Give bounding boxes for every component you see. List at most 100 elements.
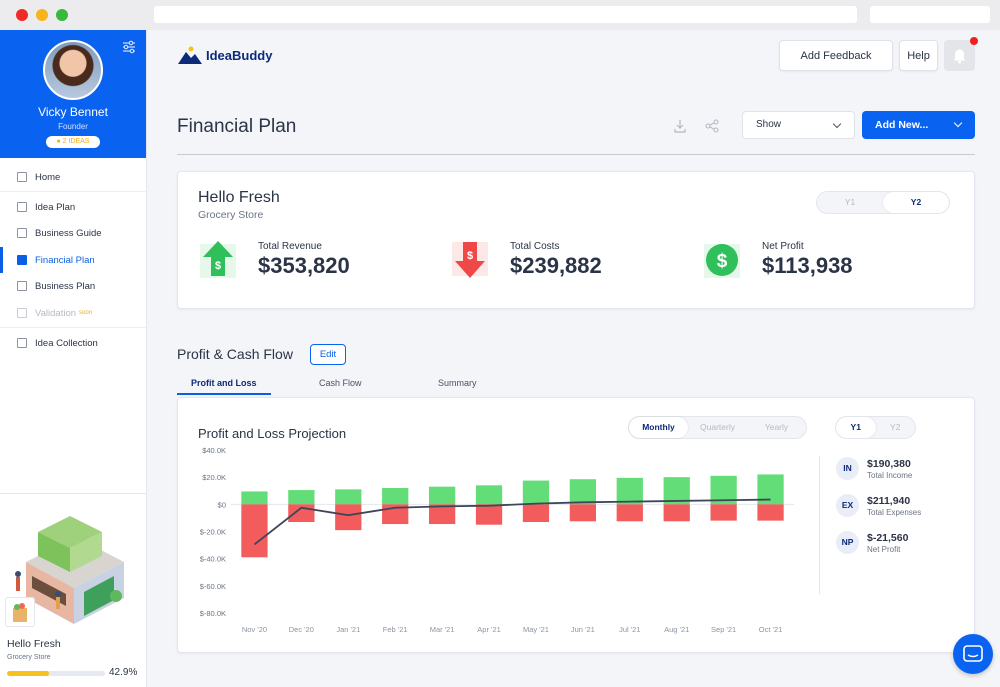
title-divider [177, 154, 975, 155]
current-idea-name: Hello Fresh [7, 638, 61, 650]
total-costs-metric: $ Total Costs $239,882 [452, 240, 602, 280]
idea-progress-label: 42.9% [109, 667, 138, 678]
add-feedback-button[interactable]: Add Feedback [779, 40, 893, 71]
sidebar-divider [0, 327, 146, 328]
income-bar [288, 490, 315, 505]
share-icon[interactable] [705, 119, 719, 133]
edit-button[interactable]: Edit [310, 344, 346, 365]
sliders-icon[interactable] [122, 40, 136, 54]
show-dropdown[interactable]: Show [742, 111, 855, 139]
sidebar-item-label: Idea Collection [35, 337, 98, 349]
x-tick-label: Apr '21 [477, 625, 501, 634]
x-tick-label: Oct '21 [759, 625, 783, 634]
expense-bar [569, 504, 597, 522]
section-title: Profit & Cash Flow [177, 346, 293, 362]
add-new-button[interactable]: Add New... [862, 111, 975, 139]
download-icon[interactable] [673, 119, 687, 133]
costs-down-icon: $ [452, 242, 488, 278]
tab-cash-flow[interactable]: Cash Flow [319, 378, 362, 388]
checklist-icon [17, 308, 27, 318]
ideas-count-badge[interactable]: ● 2 IDEAS [46, 136, 100, 148]
net-profit-line [253, 498, 771, 546]
period-yearly-option[interactable]: Yearly [764, 422, 789, 432]
expense-bar [757, 504, 784, 521]
sidebar-item-financial-plan[interactable]: Financial Plan [0, 247, 146, 273]
year-y1-option[interactable]: Y1 [844, 197, 856, 207]
year-y2-option[interactable]: Y2 [883, 192, 949, 213]
chart-title: Profit and Loss Projection [198, 426, 347, 441]
soon-badge: soon [79, 310, 93, 316]
profit-dollar-icon: $ [704, 244, 740, 278]
chat-icon [963, 645, 983, 662]
ideas-count-label: 2 IDEAS [62, 138, 90, 145]
idea-thumbnail [5, 597, 35, 627]
x-tick-label: Jan '21 [336, 625, 360, 634]
expense-bar [710, 504, 737, 521]
income-bar [382, 488, 409, 505]
x-tick-label: Jun '21 [571, 625, 595, 634]
legend-caption: Net Profit [867, 544, 901, 554]
summary-year-toggle: Y1 Y2 [816, 191, 950, 214]
document-icon [17, 281, 27, 291]
x-tick-label: Sep '21 [711, 625, 736, 634]
avatar[interactable] [43, 40, 103, 100]
sidebar-item-home[interactable]: Home [0, 164, 146, 190]
show-dropdown-value: Show [756, 119, 782, 130]
ideabuddy-logo[interactable]: IdeaBuddy [178, 44, 272, 66]
browser-search-bar[interactable] [870, 6, 990, 23]
profit-loss-chart: $40.0K $20.0K $0 $-20.0K $-40.0K $-60.0K $-80.… [200, 446, 794, 634]
close-window-dot[interactable] [16, 9, 28, 21]
idea-name: Hello Fresh [198, 189, 280, 206]
page-title: Financial Plan [177, 116, 297, 137]
chart-year-toggle: Y1 Y2 [835, 416, 916, 439]
chat-support-button[interactable] [953, 634, 993, 674]
income-bar [663, 477, 690, 505]
income-bar [428, 486, 456, 505]
sidebar-item-business-plan[interactable]: Business Plan [0, 273, 146, 299]
maximize-window-dot[interactable] [56, 9, 68, 21]
income-bar [335, 489, 362, 505]
expense-bar [522, 504, 550, 522]
sidebar: Vicky Bennet Founder ● 2 IDEAS Home Idea… [0, 30, 147, 687]
period-quarterly-option[interactable]: Quarterly [700, 422, 735, 432]
chevron-down-icon [953, 118, 963, 128]
home-icon [17, 172, 27, 182]
mountain-logo-icon [178, 46, 202, 64]
year-y2-option[interactable]: Y2 [890, 422, 901, 432]
sidebar-item-label: Business Guide [35, 227, 102, 239]
y-tick-label: $0 [218, 500, 226, 509]
y-tick-label: $-80.0K [200, 609, 226, 618]
svg-text:$: $ [467, 250, 473, 262]
x-tick-label: Feb '21 [383, 625, 408, 634]
legend-total-income: IN $190,380 Total Income [836, 457, 912, 480]
expenses-badge: EX [836, 494, 859, 517]
income-bar [616, 477, 643, 505]
tab-summary[interactable]: Summary [438, 378, 477, 388]
chevron-down-icon [832, 119, 842, 129]
svg-text:$: $ [717, 251, 728, 272]
year-y1-option[interactable]: Y1 [836, 417, 876, 438]
x-tick-label: Nov '20 [242, 625, 267, 634]
sidebar-item-idea-plan[interactable]: Idea Plan [0, 194, 146, 220]
metric-label: Net Profit [762, 241, 804, 252]
x-tick-label: Jul '21 [619, 625, 640, 634]
legend-value: $-21,560 [867, 531, 909, 544]
sidebar-item-business-guide[interactable]: Business Guide [0, 220, 146, 246]
tab-profit-and-loss[interactable]: Profit and Loss [191, 378, 257, 388]
svg-text:$: $ [215, 260, 221, 272]
expense-bar [475, 504, 503, 525]
sidebar-item-idea-collection[interactable]: Idea Collection [0, 330, 146, 356]
metric-value: $353,820 [258, 253, 350, 278]
idea-category: Grocery Store [198, 209, 264, 221]
legend-caption: Total Expenses [867, 507, 922, 517]
notifications-button[interactable] [944, 40, 975, 71]
period-monthly-option[interactable]: Monthly [629, 417, 688, 438]
current-idea-panel[interactable]: Hello Fresh Grocery Store 42.9% [0, 493, 146, 687]
address-bar[interactable] [154, 6, 857, 23]
help-button[interactable]: Help [899, 40, 938, 71]
sidebar-item-label: Financial Plan [35, 254, 95, 266]
minimize-window-dot[interactable] [36, 9, 48, 21]
add-new-label: Add New... [875, 119, 929, 131]
legend-value: $211,940 [867, 494, 911, 507]
sidebar-item-label: Idea Plan [35, 201, 76, 213]
